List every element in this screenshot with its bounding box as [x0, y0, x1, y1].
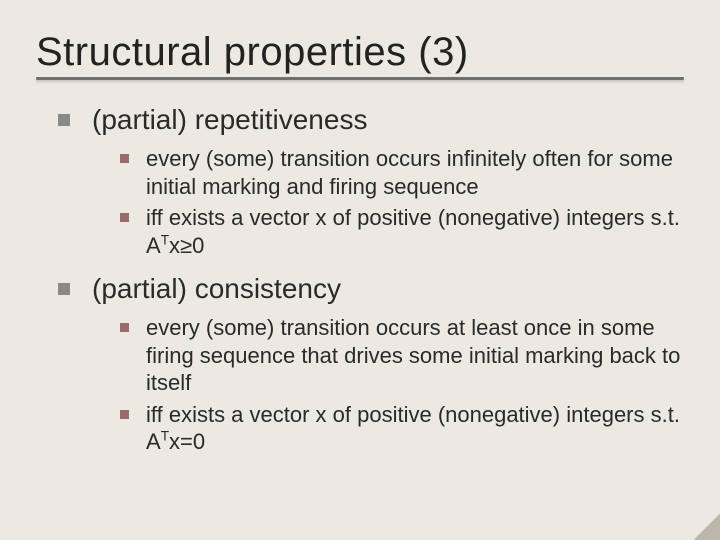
list-item: (partial) consistency every (some) trans…: [58, 271, 684, 456]
list-item-text: iff exists a vector x of positive (noneg…: [146, 205, 680, 258]
list-item-text: iff exists a vector x of positive (noneg…: [146, 402, 680, 455]
list-item: iff exists a vector x of positive (noneg…: [120, 204, 684, 259]
page-curl-icon: [694, 514, 720, 540]
list-item: (partial) repetitiveness every (some) tr…: [58, 102, 684, 259]
list-item-label: (partial) consistency: [92, 273, 341, 304]
superscript: T: [161, 232, 169, 247]
sub-bullet-list: every (some) transition occurs infinitel…: [92, 145, 684, 259]
list-item-text: every (some) transition occurs infinitel…: [146, 146, 673, 199]
sub-bullet-list: every (some) transition occurs at least …: [92, 314, 684, 456]
slide-title: Structural properties (3): [36, 30, 684, 75]
list-item: every (some) transition occurs infinitel…: [120, 145, 684, 200]
list-item-text: every (some) transition occurs at least …: [146, 315, 680, 395]
slide: Structural properties (3) (partial) repe…: [0, 0, 720, 540]
list-item-label: (partial) repetitiveness: [92, 104, 367, 135]
superscript: T: [161, 429, 169, 444]
title-underline: [36, 77, 684, 84]
list-item: iff exists a vector x of positive (noneg…: [120, 401, 684, 456]
list-item: every (some) transition occurs at least …: [120, 314, 684, 397]
bullet-list: (partial) repetitiveness every (some) tr…: [36, 102, 684, 456]
